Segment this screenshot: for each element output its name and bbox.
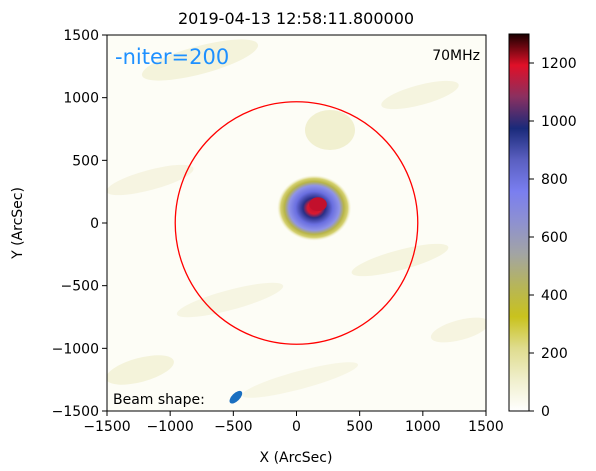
chart-title: 2019-04-13 12:58:11.800000 bbox=[178, 9, 414, 28]
x-axis-label: X (ArcSec) bbox=[260, 450, 333, 466]
y-tick-label: −500 bbox=[61, 279, 99, 295]
radio-source bbox=[277, 175, 352, 241]
beam-ellipse bbox=[229, 390, 243, 404]
y-axis-label: Y (ArcSec) bbox=[10, 187, 26, 260]
x-tick-label: −1500 bbox=[83, 419, 130, 435]
plot-area: -niter=200 70MHz Beam shape: bbox=[106, 34, 487, 412]
colorbar-gradient bbox=[508, 33, 530, 412]
y-tick-label: 0 bbox=[90, 216, 99, 232]
colorbar-tick-label: 400 bbox=[541, 288, 568, 304]
x-tick-label: 1500 bbox=[468, 419, 504, 435]
beam-layer bbox=[229, 390, 243, 404]
niter-label: -niter=200 bbox=[115, 45, 229, 69]
source-peak bbox=[309, 197, 327, 212]
x-tick-label: 500 bbox=[346, 419, 373, 435]
colorbar-tick-label: 800 bbox=[541, 172, 568, 188]
colorbar-tick-label: 200 bbox=[541, 346, 568, 362]
x-tick-label: −500 bbox=[214, 419, 252, 435]
colorbar-tick-label: 0 bbox=[541, 404, 550, 420]
y-tick-label: 500 bbox=[72, 153, 99, 169]
y-tick-label: −1000 bbox=[52, 341, 99, 357]
x-axis: −1500 −1000 −500 0 500 1000 1500 bbox=[83, 411, 504, 435]
solar-limb-layer bbox=[174, 101, 419, 345]
beam-shape-label: Beam shape: bbox=[113, 392, 205, 408]
y-tick-label: 1500 bbox=[63, 28, 99, 44]
y-tick-label: −1500 bbox=[52, 404, 99, 420]
x-tick-label: 1000 bbox=[405, 419, 441, 435]
y-axis: −1500 −1000 −500 0 500 1000 1500 bbox=[52, 28, 107, 420]
colorbar-tick-label: 600 bbox=[541, 230, 568, 246]
x-tick-label: 0 bbox=[292, 419, 301, 435]
colorbar-tick-label: 1200 bbox=[541, 56, 577, 72]
colorbar-tick-label: 1000 bbox=[541, 114, 577, 130]
colorbar-ticks: 0 200 400 600 800 1000 1200 bbox=[529, 56, 577, 420]
x-tick-label: −1000 bbox=[146, 419, 193, 435]
solar-limb-circle bbox=[174, 101, 419, 345]
frequency-label: 70MHz bbox=[432, 48, 480, 64]
y-tick-label: 1000 bbox=[63, 91, 99, 107]
colorbar: 0 200 400 600 800 1000 1200 bbox=[508, 33, 577, 420]
background-noise bbox=[107, 39, 486, 398]
